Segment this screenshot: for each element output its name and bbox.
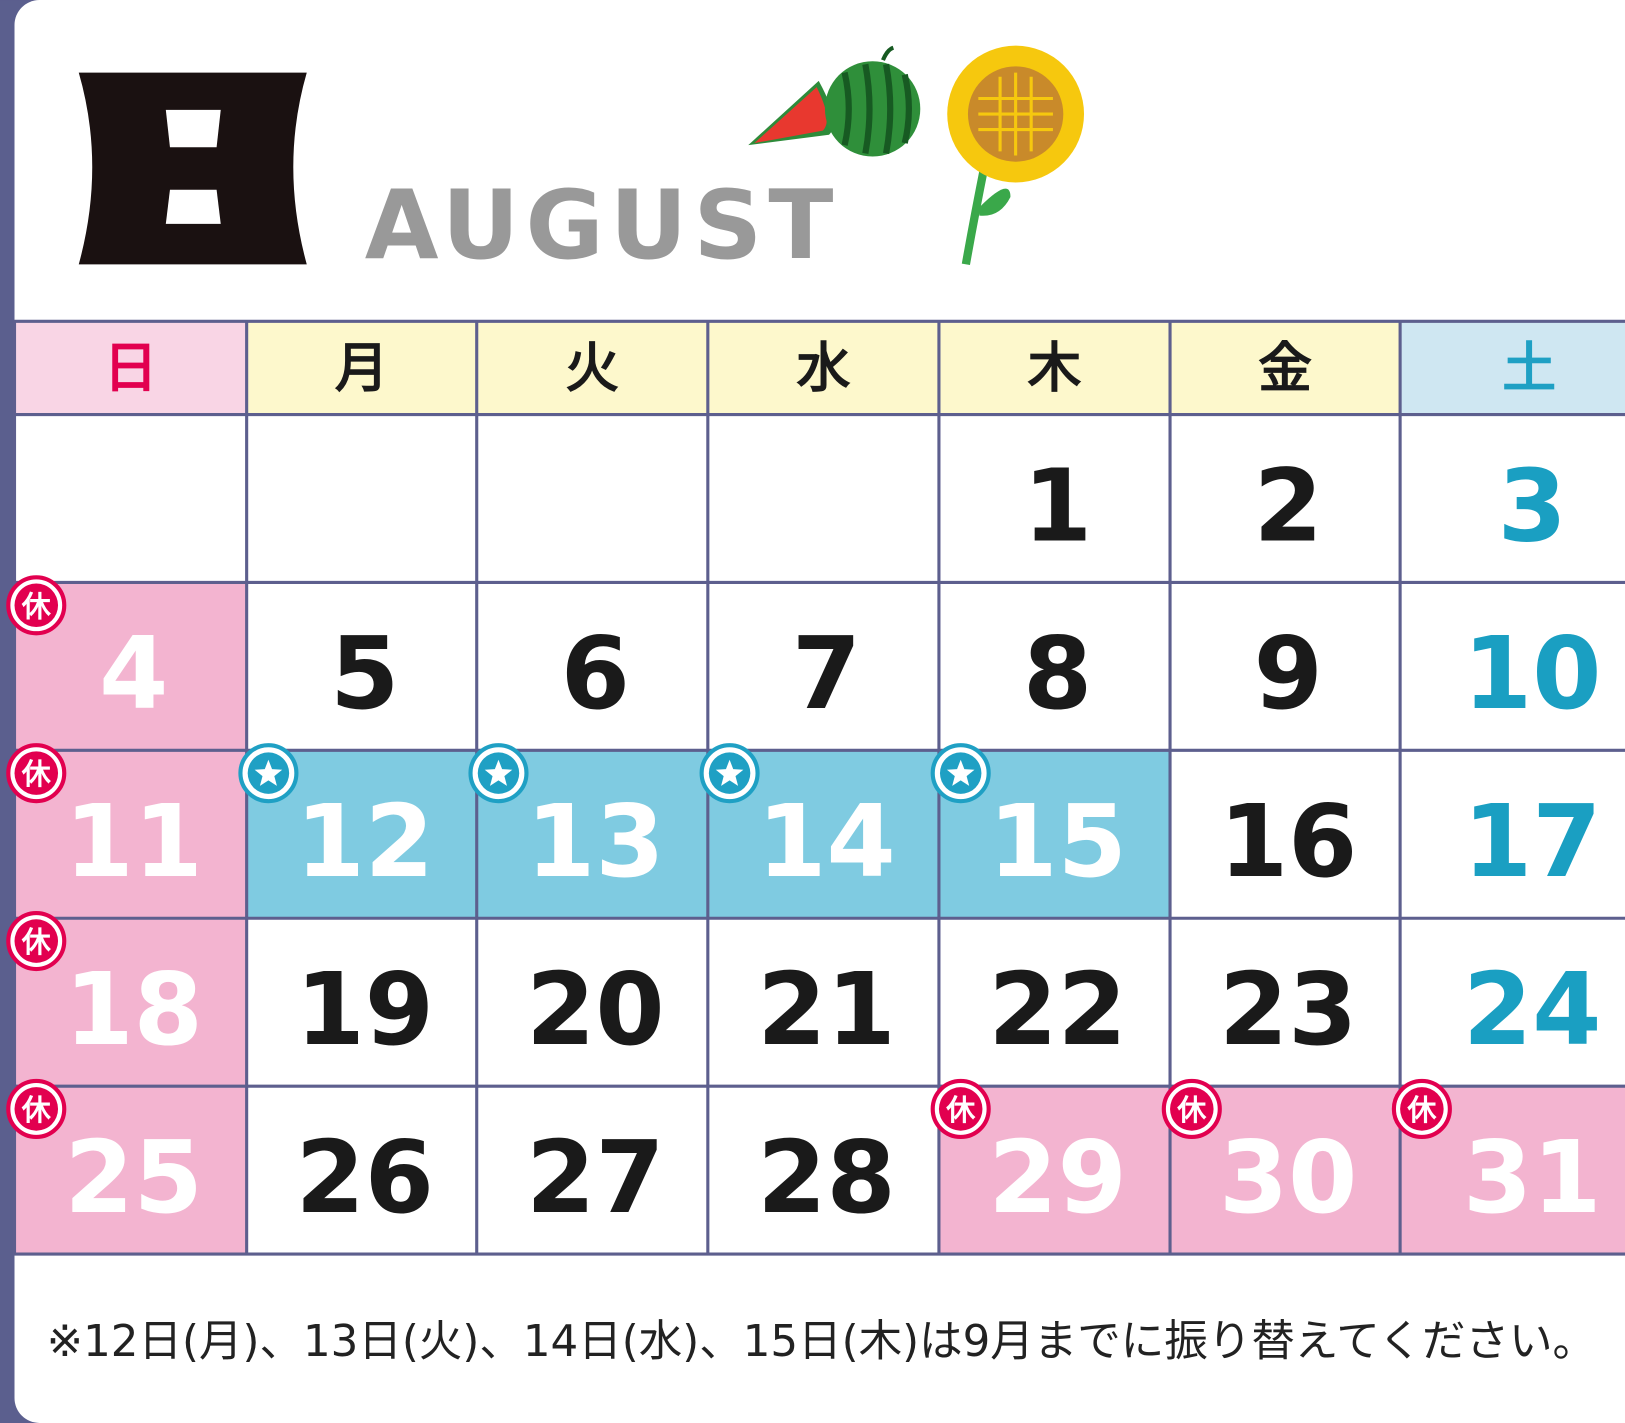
day-number: 4	[99, 617, 168, 732]
day-cell	[938, 918, 1171, 1087]
day-number: 14	[757, 785, 895, 900]
day-number: 2	[1254, 449, 1323, 564]
calendar-grid: 日月火水木金土1 2 34 5 6 7 8 9 1011 12 13 14 15 16 1718 19 20 21…	[6, 319, 1625, 1256]
weekday-header-cell	[14, 321, 247, 415]
day-cell	[707, 918, 939, 1087]
weekday-label: 月	[335, 336, 389, 399]
day-number: 18	[64, 953, 202, 1068]
day-cell	[1400, 750, 1625, 919]
holiday-mark: 休	[945, 1093, 976, 1127]
day-cell	[476, 918, 708, 1087]
star-icon	[715, 759, 744, 786]
day-number: 29	[988, 1121, 1126, 1236]
weekday-label: 木	[1028, 336, 1082, 399]
day-cell	[707, 1086, 939, 1255]
holiday-badge-inner	[14, 1087, 59, 1131]
watermelon-icon	[748, 45, 921, 157]
day-number: 5	[330, 617, 399, 732]
holiday-mark: 休	[21, 925, 52, 959]
day-cell	[246, 414, 477, 583]
star-icon	[484, 759, 513, 786]
day-number: 7	[792, 617, 861, 732]
holiday-badge-inner	[14, 751, 59, 795]
weekday-header-cell	[476, 321, 708, 415]
holiday-mark: 休	[21, 589, 52, 623]
day-cell	[1170, 918, 1401, 1087]
day-number: 11	[64, 785, 202, 900]
day-number: 23	[1219, 953, 1357, 1068]
day-cell	[707, 414, 939, 583]
day-cell	[1170, 414, 1401, 583]
day-cell	[938, 582, 1171, 751]
day-number: 15	[988, 785, 1126, 900]
weekday-label: 金	[1258, 336, 1312, 399]
day-number: 9	[1254, 617, 1323, 732]
day-number: 31	[1463, 1121, 1601, 1236]
holiday-badge-inner	[1400, 1087, 1444, 1131]
holiday-badge-inner	[14, 583, 59, 628]
star-icon	[946, 759, 975, 786]
day-number: 28	[757, 1121, 895, 1236]
day-number: 21	[757, 953, 895, 1068]
weekday-label: 火	[565, 336, 619, 399]
day-cell	[246, 918, 477, 1087]
holiday-mark: 休	[1406, 1093, 1437, 1127]
day-cell	[476, 414, 708, 583]
day-number: 12	[296, 785, 434, 900]
day-cell	[476, 582, 708, 751]
day-number: 24	[1463, 953, 1601, 1068]
weekday-header-cell	[938, 321, 1171, 415]
day-number: 26	[296, 1121, 434, 1236]
holiday-mark: 休	[21, 757, 52, 791]
month-numeral-graphic	[78, 72, 307, 265]
day-cell	[1400, 414, 1625, 583]
weekday-label: 日	[104, 336, 158, 399]
day-cell	[246, 1086, 477, 1255]
day-cell	[246, 582, 477, 751]
day-cell	[14, 414, 247, 583]
day-number: 6	[561, 617, 630, 732]
weekday-header-cell	[246, 321, 477, 415]
day-number: 22	[988, 953, 1126, 1068]
day-cell	[1170, 582, 1401, 751]
day-cell	[1400, 582, 1625, 751]
footnote: ※12日(月)、13日(火)、14日(水)、15日(木)は9月までに振り替えてく…	[47, 1317, 1596, 1367]
holiday-badge-inner	[938, 1087, 983, 1131]
holiday-mark: 休	[1176, 1093, 1207, 1127]
weekday-label: 土	[1502, 336, 1556, 399]
month-name: AUGUST	[365, 171, 840, 281]
day-number: 1	[1023, 449, 1092, 564]
sunflower-icon	[947, 45, 1085, 266]
star-icon	[254, 759, 283, 786]
day-number: 10	[1463, 617, 1601, 732]
day-cell	[707, 582, 939, 751]
day-cell	[1170, 750, 1401, 919]
day-number: 19	[296, 953, 434, 1068]
holiday-badge-inner	[1170, 1087, 1214, 1131]
day-cell	[1400, 918, 1625, 1087]
day-cell	[476, 1086, 708, 1255]
day-number: 27	[526, 1121, 664, 1236]
day-number: 25	[64, 1121, 202, 1236]
day-number: 13	[526, 785, 664, 900]
weekday-header-cell	[1400, 321, 1625, 415]
day-cell	[938, 414, 1171, 583]
day-number: 8	[1023, 617, 1092, 732]
holiday-badge-inner	[14, 919, 59, 963]
holiday-mark: 休	[21, 1093, 52, 1127]
day-number: 16	[1219, 785, 1357, 900]
day-number: 30	[1219, 1121, 1357, 1236]
weekday-header-cell	[707, 321, 939, 415]
day-number: 3	[1498, 449, 1567, 564]
day-number: 20	[526, 953, 664, 1068]
day-number: 17	[1463, 785, 1601, 900]
weekday-header-cell	[1170, 321, 1401, 415]
weekday-label: 水	[795, 336, 850, 399]
